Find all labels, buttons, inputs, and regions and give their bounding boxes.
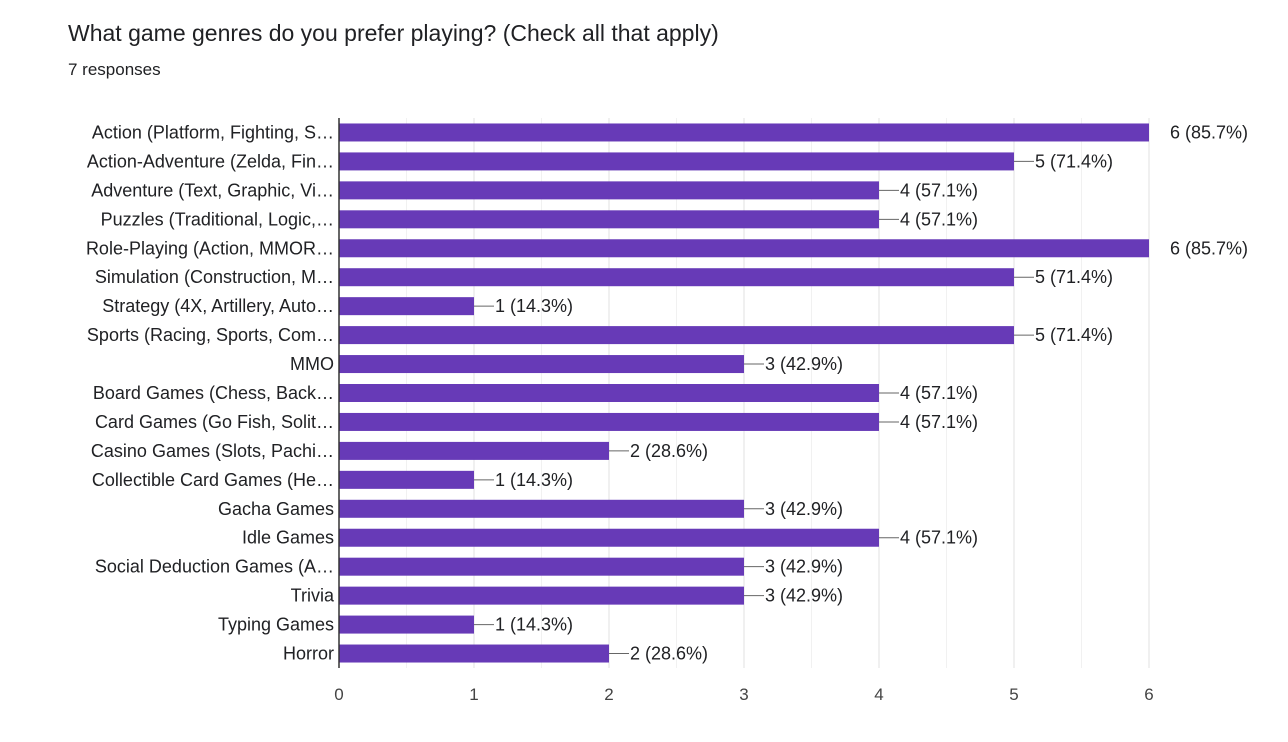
- bar: [339, 268, 1014, 287]
- data-label: 3 (42.9%): [765, 586, 843, 606]
- bar: [339, 470, 474, 489]
- question-title: What game genres do you prefer playing? …: [68, 20, 719, 46]
- x-tick-label: 0: [334, 685, 343, 704]
- bar: [339, 123, 1149, 142]
- x-tick-label: 3: [739, 685, 748, 704]
- category-label: Typing Games: [218, 615, 334, 635]
- bar: [339, 152, 1014, 171]
- x-tick-label: 1: [469, 685, 478, 704]
- data-label: 5 (71.4%): [1035, 325, 1113, 345]
- bar: [339, 615, 474, 634]
- category-label: Puzzles (Traditional, Logic,…: [101, 209, 334, 229]
- bar: [339, 239, 1149, 258]
- bar: [339, 441, 609, 460]
- bar: [339, 210, 879, 229]
- data-label: 1 (14.3%): [495, 615, 573, 635]
- bar: [339, 499, 744, 518]
- data-label: 2 (28.6%): [630, 441, 708, 461]
- data-label: 1 (14.3%): [495, 296, 573, 316]
- x-tick-label: 5: [1009, 685, 1018, 704]
- category-label: Action (Platform, Fighting, S…: [92, 122, 334, 142]
- data-label: 2 (28.6%): [630, 644, 708, 664]
- category-label: MMO: [290, 354, 334, 374]
- bar: [339, 355, 744, 374]
- category-label: Sports (Racing, Sports, Com…: [87, 325, 334, 345]
- category-label: Casino Games (Slots, Pachi…: [91, 441, 334, 461]
- category-label: Horror: [283, 644, 334, 664]
- data-label: 3 (42.9%): [765, 354, 843, 374]
- category-label: Idle Games: [242, 528, 334, 548]
- category-label: Action-Adventure (Zelda, Fin…: [87, 151, 334, 171]
- data-label: 5 (71.4%): [1035, 151, 1113, 171]
- category-label: Card Games (Go Fish, Solit…: [95, 412, 334, 432]
- category-label: Collectible Card Games (He…: [92, 470, 334, 490]
- category-label: Trivia: [291, 586, 335, 606]
- data-label: 4 (57.1%): [900, 180, 978, 200]
- data-label: 6 (85.7%): [1170, 122, 1248, 142]
- response-count: 7 responses: [68, 60, 161, 79]
- labels: 0 1 2 3 4 5 6 Action (Platform, Fighting, S… 6 (…: [86, 122, 1248, 704]
- data-label: 4 (57.1%): [900, 383, 978, 403]
- category-label: Board Games (Chess, Back…: [93, 383, 334, 403]
- category-label: Simulation (Construction, M…: [95, 267, 334, 287]
- x-tick-label: 6: [1144, 685, 1153, 704]
- data-label: 5 (71.4%): [1035, 267, 1113, 287]
- bar: [339, 181, 879, 200]
- data-label: 4 (57.1%): [900, 412, 978, 432]
- bar: [339, 557, 744, 576]
- category-label: Strategy (4X, Artillery, Auto…: [102, 296, 334, 316]
- bar: [339, 528, 879, 547]
- data-label: 3 (42.9%): [765, 499, 843, 519]
- bar: [339, 644, 609, 663]
- data-label: 3 (42.9%): [765, 557, 843, 577]
- data-label: 6 (85.7%): [1170, 238, 1248, 258]
- category-label: Social Deduction Games (A…: [95, 557, 334, 577]
- x-tick-label: 4: [874, 685, 883, 704]
- data-label: 1 (14.3%): [495, 470, 573, 490]
- category-label: Adventure (Text, Graphic, Vi…: [91, 180, 334, 200]
- bar: [339, 326, 1014, 345]
- category-label: Role-Playing (Action, MMOR…: [86, 238, 334, 258]
- data-label: 4 (57.1%): [900, 209, 978, 229]
- x-tick-label: 2: [604, 685, 613, 704]
- bars: [339, 123, 1149, 663]
- bar: [339, 384, 879, 402]
- bar: [339, 297, 474, 316]
- data-label: 4 (57.1%): [900, 528, 978, 548]
- bar: [339, 586, 744, 605]
- category-label: Gacha Games: [218, 499, 334, 519]
- bar: [339, 412, 879, 431]
